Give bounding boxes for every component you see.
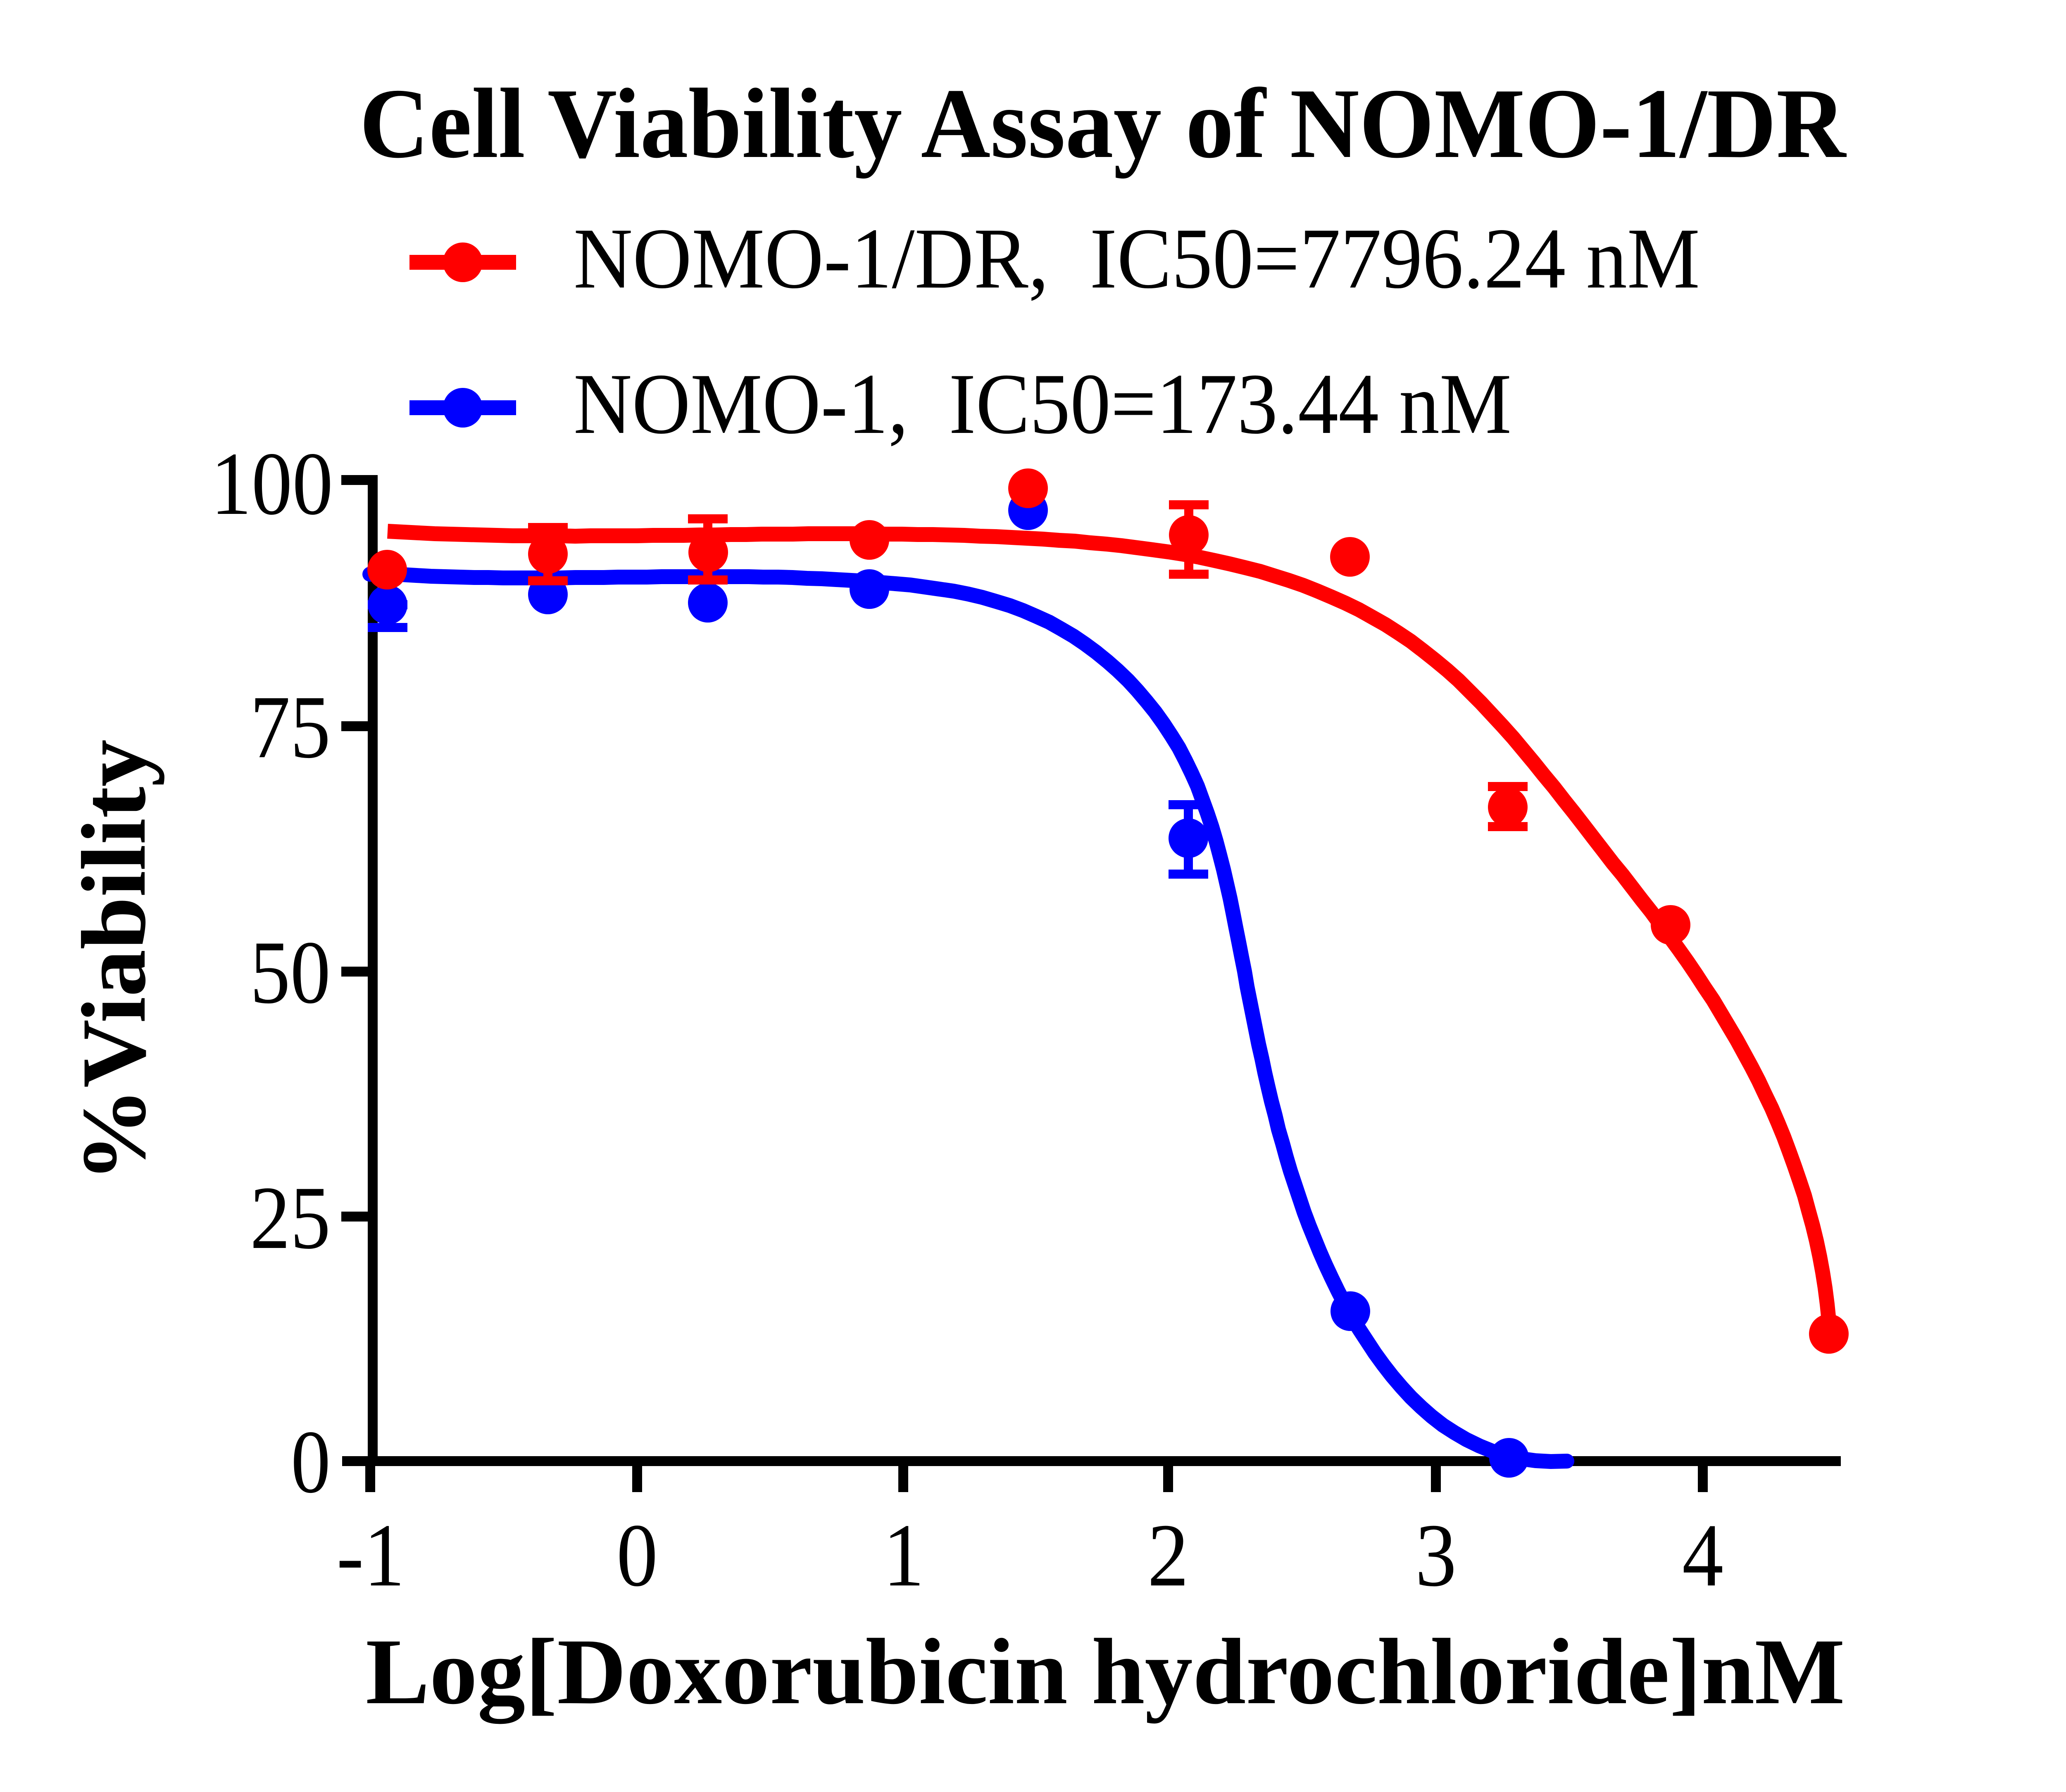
svg-text:100: 100 — [211, 434, 333, 534]
svg-text:25: 25 — [250, 1168, 331, 1268]
svg-text:NOMO-1, IC50=173.44 nM: NOMO-1, IC50=173.44 nM — [574, 356, 1511, 452]
svg-text:Log[Doxorubicin hydrochloride]: Log[Doxorubicin hydrochloride]nM — [366, 1620, 1845, 1724]
svg-text:50: 50 — [250, 923, 331, 1022]
svg-text:75: 75 — [250, 677, 331, 777]
svg-text:1: 1 — [883, 1506, 924, 1605]
svg-text:NOMO-1/DR, IC50=7796.24 nM: NOMO-1/DR, IC50=7796.24 nM — [574, 211, 1700, 307]
svg-text:0: 0 — [291, 1412, 331, 1512]
svg-text:%Viability: %Viability — [63, 739, 165, 1182]
svg-text:3: 3 — [1415, 1506, 1457, 1605]
svg-text:-1: -1 — [337, 1506, 405, 1605]
svg-text:Cell Viability Assay of NOMO-1: Cell Viability Assay of NOMO-1/DR — [359, 68, 1847, 179]
svg-text:2: 2 — [1147, 1506, 1189, 1605]
svg-text:0: 0 — [616, 1506, 658, 1605]
svg-text:4: 4 — [1682, 1506, 1723, 1605]
